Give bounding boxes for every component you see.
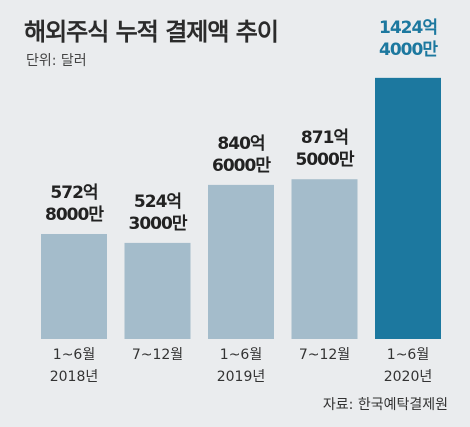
chart-title: 해외주식 누적 결제액 추이 <box>24 18 279 46</box>
value-label-2-1: 6000만 <box>212 156 271 176</box>
source-note: 자료: 한국예탁결제원 <box>322 397 448 413</box>
bar-2 <box>208 184 274 339</box>
value-label-3-1: 5000만 <box>296 150 355 170</box>
unit-label: 단위: 달러 <box>26 53 87 69</box>
value-label-0-1: 8000만 <box>45 205 104 225</box>
bar-1 <box>124 242 191 339</box>
x-tick-year-4: 2020년 <box>384 369 433 385</box>
value-label-1-1: 3000만 <box>129 214 188 234</box>
x-tick-period-3: 7~12월 <box>299 347 350 363</box>
x-tick-period-0: 1~6월 <box>53 347 95 363</box>
bar-3 <box>291 179 358 339</box>
bar-0 <box>41 233 107 339</box>
value-label-0-0: 572억 <box>50 183 97 203</box>
value-label-3-0: 871억 <box>301 128 348 148</box>
x-tick-period-2: 1~6월 <box>220 347 262 363</box>
value-label-4-0: 1424억 <box>379 18 437 38</box>
x-tick-year-0: 2018년 <box>50 369 99 385</box>
value-label-2-0: 840억 <box>217 134 264 154</box>
value-label-4-1: 4000만 <box>379 40 438 60</box>
x-tick-period-4: 1~6월 <box>387 347 429 363</box>
bar-4 <box>375 77 441 340</box>
value-label-1-0: 524억 <box>134 192 181 212</box>
x-tick-period-1: 7~12월 <box>132 347 183 363</box>
x-tick-year-2: 2019년 <box>217 369 266 385</box>
